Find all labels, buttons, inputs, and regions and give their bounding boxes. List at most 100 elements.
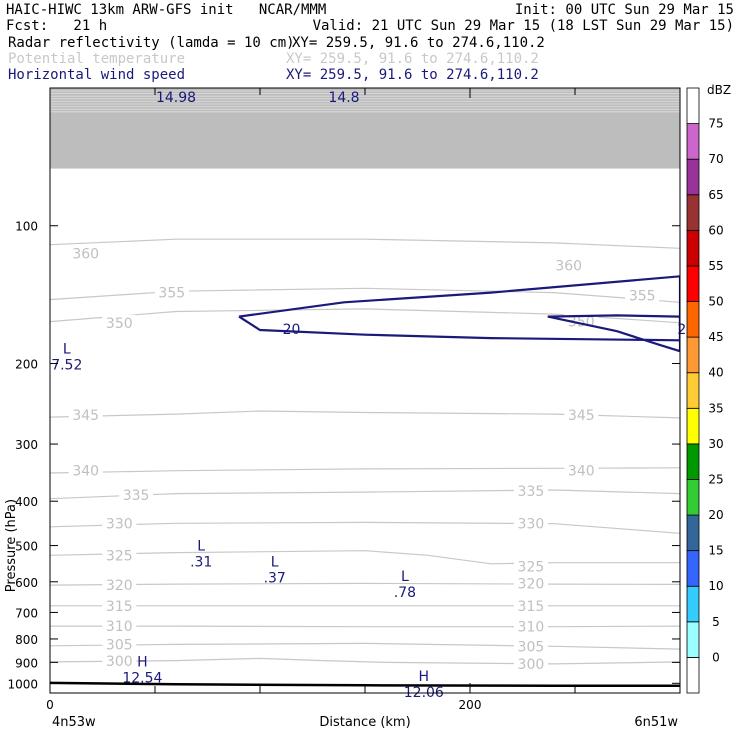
colorbar-level: 75 <box>708 117 723 131</box>
colorbar-level: 55 <box>708 259 723 273</box>
y-tick-label: 200 <box>15 357 38 371</box>
theta-label-bg <box>564 406 599 422</box>
extremum-L: L <box>197 538 205 554</box>
colorbar-level: 30 <box>708 437 723 451</box>
theta-label-bg <box>102 652 137 668</box>
y-tick-label: 800 <box>15 633 38 647</box>
y-tick-label: 300 <box>15 438 38 452</box>
y-tick-label: 900 <box>15 656 38 670</box>
theta-label-bg <box>564 462 599 478</box>
extremum-value: 7.52 <box>51 357 82 373</box>
field-label-reflectivity: Radar reflectivity (lamda = 10 cm) <box>8 35 295 51</box>
colorbar-swatch <box>686 550 700 587</box>
colorbar-level: 40 <box>708 366 723 380</box>
y-tick-label: 400 <box>15 495 38 509</box>
extremum-H: H <box>419 669 430 685</box>
theta-label-335: 335 <box>518 484 545 500</box>
theta-label-bg <box>102 618 137 634</box>
x-axis-label: Distance (km) <box>319 715 410 730</box>
colorbar-swatch <box>686 229 700 267</box>
theta-label-325: 325 <box>106 548 133 564</box>
colorbar-level: 0 <box>712 650 720 664</box>
field-label-theta: Potential temperature <box>8 51 186 67</box>
theta-label-305: 305 <box>106 637 133 653</box>
y-tick-label: 500 <box>15 540 38 554</box>
extremum-L: L <box>271 554 279 570</box>
theta-label-360: 360 <box>72 247 99 263</box>
theta-contour-355 <box>50 287 680 303</box>
colorbar-swatch <box>686 621 700 658</box>
colorbar-swatch <box>686 158 700 196</box>
theta-label-bg <box>513 655 548 671</box>
y-tick-label: 1000 <box>7 677 38 691</box>
theta-contour-300 <box>50 657 680 665</box>
theta-label-310: 310 <box>106 619 133 635</box>
valid-time: Valid: 21 UTC Sun 29 Mar 15 (18 LST Sun … <box>312 18 734 34</box>
colorbar-swatch <box>686 372 700 409</box>
colorbar-level: 35 <box>708 401 723 415</box>
theta-contour-320 <box>50 582 680 586</box>
theta-label-325: 325 <box>518 559 545 575</box>
theta-label-300: 300 <box>106 654 133 670</box>
forecast-hour: Fcst: 21 h <box>6 18 108 34</box>
init-time: Init: 00 UTC Sun 29 Mar 15 <box>514 2 734 18</box>
theta-label-bg <box>102 547 137 563</box>
extremum-value: .78 <box>394 585 416 601</box>
surface-pressure-line <box>49 681 680 687</box>
colorbar-level: 70 <box>708 152 723 166</box>
y-tick-label: 100 <box>15 220 38 234</box>
wind-contour-25 <box>547 314 680 353</box>
theta-label-320: 320 <box>518 576 545 592</box>
theta-label-bg <box>102 314 137 330</box>
theta-label-bg <box>513 638 548 654</box>
theta-label-315: 315 <box>106 599 133 615</box>
theta-contour-330 <box>50 521 680 534</box>
theta-label-bg <box>68 406 103 422</box>
theta-label-360: 360 <box>555 258 582 274</box>
theta-label-bg <box>102 577 137 593</box>
colorbar-swatch <box>686 514 700 552</box>
theta-label-355: 355 <box>158 286 185 302</box>
colorbar-level: 50 <box>708 295 723 309</box>
theta-contour-310 <box>50 625 680 628</box>
theta-label-bg <box>102 515 137 531</box>
colorbar-swatch <box>686 265 700 302</box>
theta-label-320: 320 <box>106 578 133 594</box>
theta-label-bg <box>119 487 154 503</box>
theta-label-bg <box>625 287 660 303</box>
colorbar-level: 60 <box>708 223 723 237</box>
theta-label-bg <box>68 462 103 478</box>
theta-label-345: 345 <box>568 408 595 424</box>
colorbar-level: 10 <box>708 579 723 593</box>
theta-label-315: 315 <box>518 599 545 615</box>
theta-contour-305 <box>50 642 680 650</box>
colorbar-swatch <box>686 443 700 480</box>
theta-label-340: 340 <box>72 464 99 480</box>
colorbar-level: 65 <box>708 188 723 202</box>
field-xy-reflectivity: XY= 259.5, 91.6 to 274.6,110.2 <box>292 35 545 51</box>
top-wind-label: 14.98 <box>156 90 196 106</box>
colorbar-level: 25 <box>708 472 723 486</box>
extremum-H: H <box>137 654 148 670</box>
left-location-label: 4n53w <box>52 715 96 730</box>
theta-label-345: 345 <box>72 408 99 424</box>
theta-label-bg <box>154 284 189 300</box>
theta-label-bg <box>68 245 103 261</box>
wind-contour-20 <box>238 275 680 342</box>
theta-label-300: 300 <box>518 657 545 673</box>
y-tick-label: 600 <box>15 576 38 590</box>
x-tick-label: 200 <box>459 698 482 712</box>
theta-label-bg <box>513 575 548 591</box>
field-xy-theta: XY= 259.5, 91.6 to 274.6,110.2 <box>286 51 539 67</box>
colorbar-level: 15 <box>708 544 723 558</box>
field-xy-wind: XY= 259.5, 91.6 to 274.6,110.2 <box>286 67 539 83</box>
theta-label-305: 305 <box>518 639 545 655</box>
colorbar-swatch <box>686 585 700 623</box>
theta-contour-360 <box>50 238 680 249</box>
theta-label-350: 350 <box>106 316 133 332</box>
colorbar-level: 45 <box>708 330 723 344</box>
colorbar-swatch <box>686 301 700 338</box>
theta-label-335: 335 <box>123 488 150 504</box>
y-tick-label: 700 <box>15 606 38 620</box>
top-shading <box>50 88 680 169</box>
